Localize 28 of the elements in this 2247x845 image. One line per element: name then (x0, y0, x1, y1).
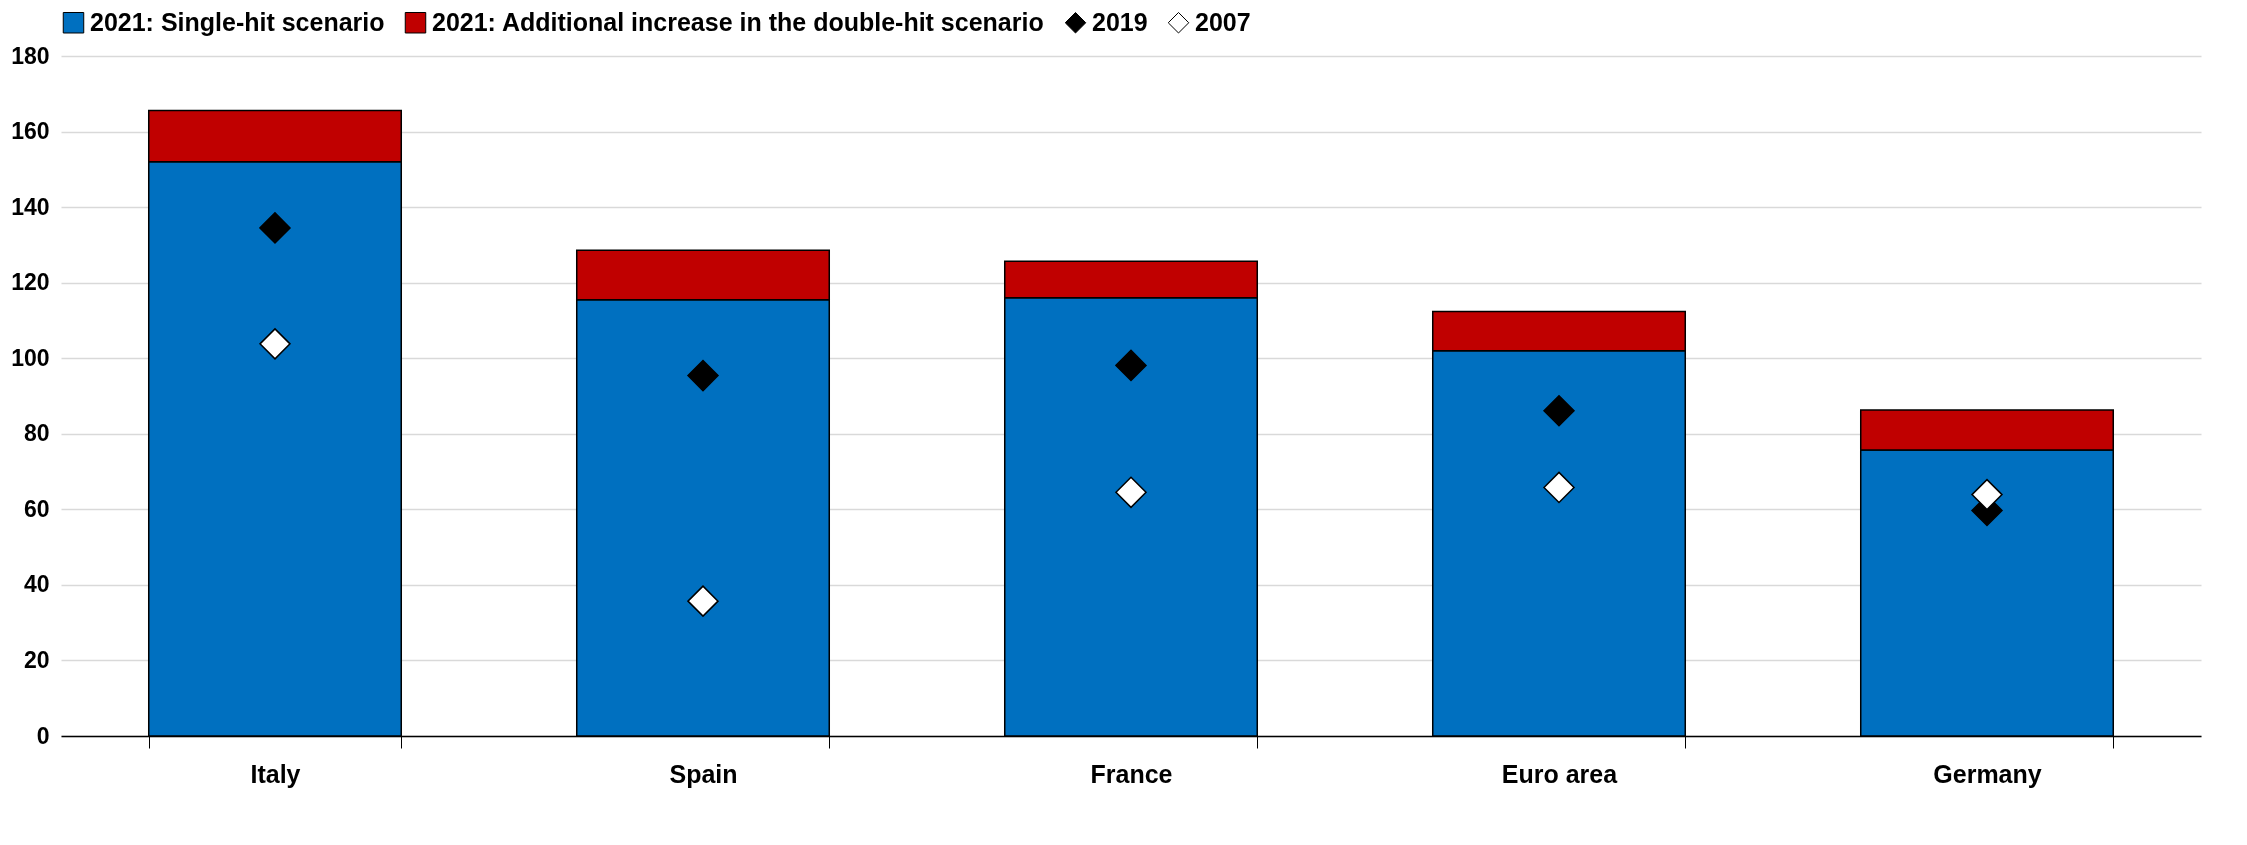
point (687, 359, 719, 392)
legend-label: 2019 (1092, 7, 1148, 36)
x-tick-label: Spain (669, 759, 738, 788)
point (1543, 471, 1575, 504)
point (1115, 349, 1147, 382)
point (1543, 394, 1575, 427)
point (1115, 476, 1147, 509)
legend-label: 2021: Single-hit scenario (90, 7, 385, 36)
y-tick-label: 120 (11, 269, 50, 296)
x-tick-label: Germany (1933, 759, 2042, 788)
y-tick-label: 80 (23, 420, 50, 447)
y-tick-label: 100 (11, 344, 50, 371)
y-tick-label: 180 (11, 42, 50, 69)
y-tick-label: 0 (36, 722, 50, 749)
y-tick-label: 40 (23, 571, 50, 598)
x-tick-label: Italy (250, 759, 301, 788)
legend-label: 2007 (1195, 7, 1251, 36)
y-tick-label: 20 (23, 646, 50, 673)
y-tick-label: 140 (11, 193, 50, 220)
y-tick-label: 60 (23, 495, 50, 522)
x-tick-label: Euro area (1501, 759, 1619, 788)
x-tick-label: France (1090, 759, 1173, 788)
point (1971, 478, 2003, 511)
legend-label: 2021: Additional increase in the double-hit scenario (432, 7, 1044, 36)
y-tick-label: 160 (11, 118, 50, 145)
point (259, 328, 291, 360)
point (259, 212, 291, 244)
point (687, 585, 719, 617)
